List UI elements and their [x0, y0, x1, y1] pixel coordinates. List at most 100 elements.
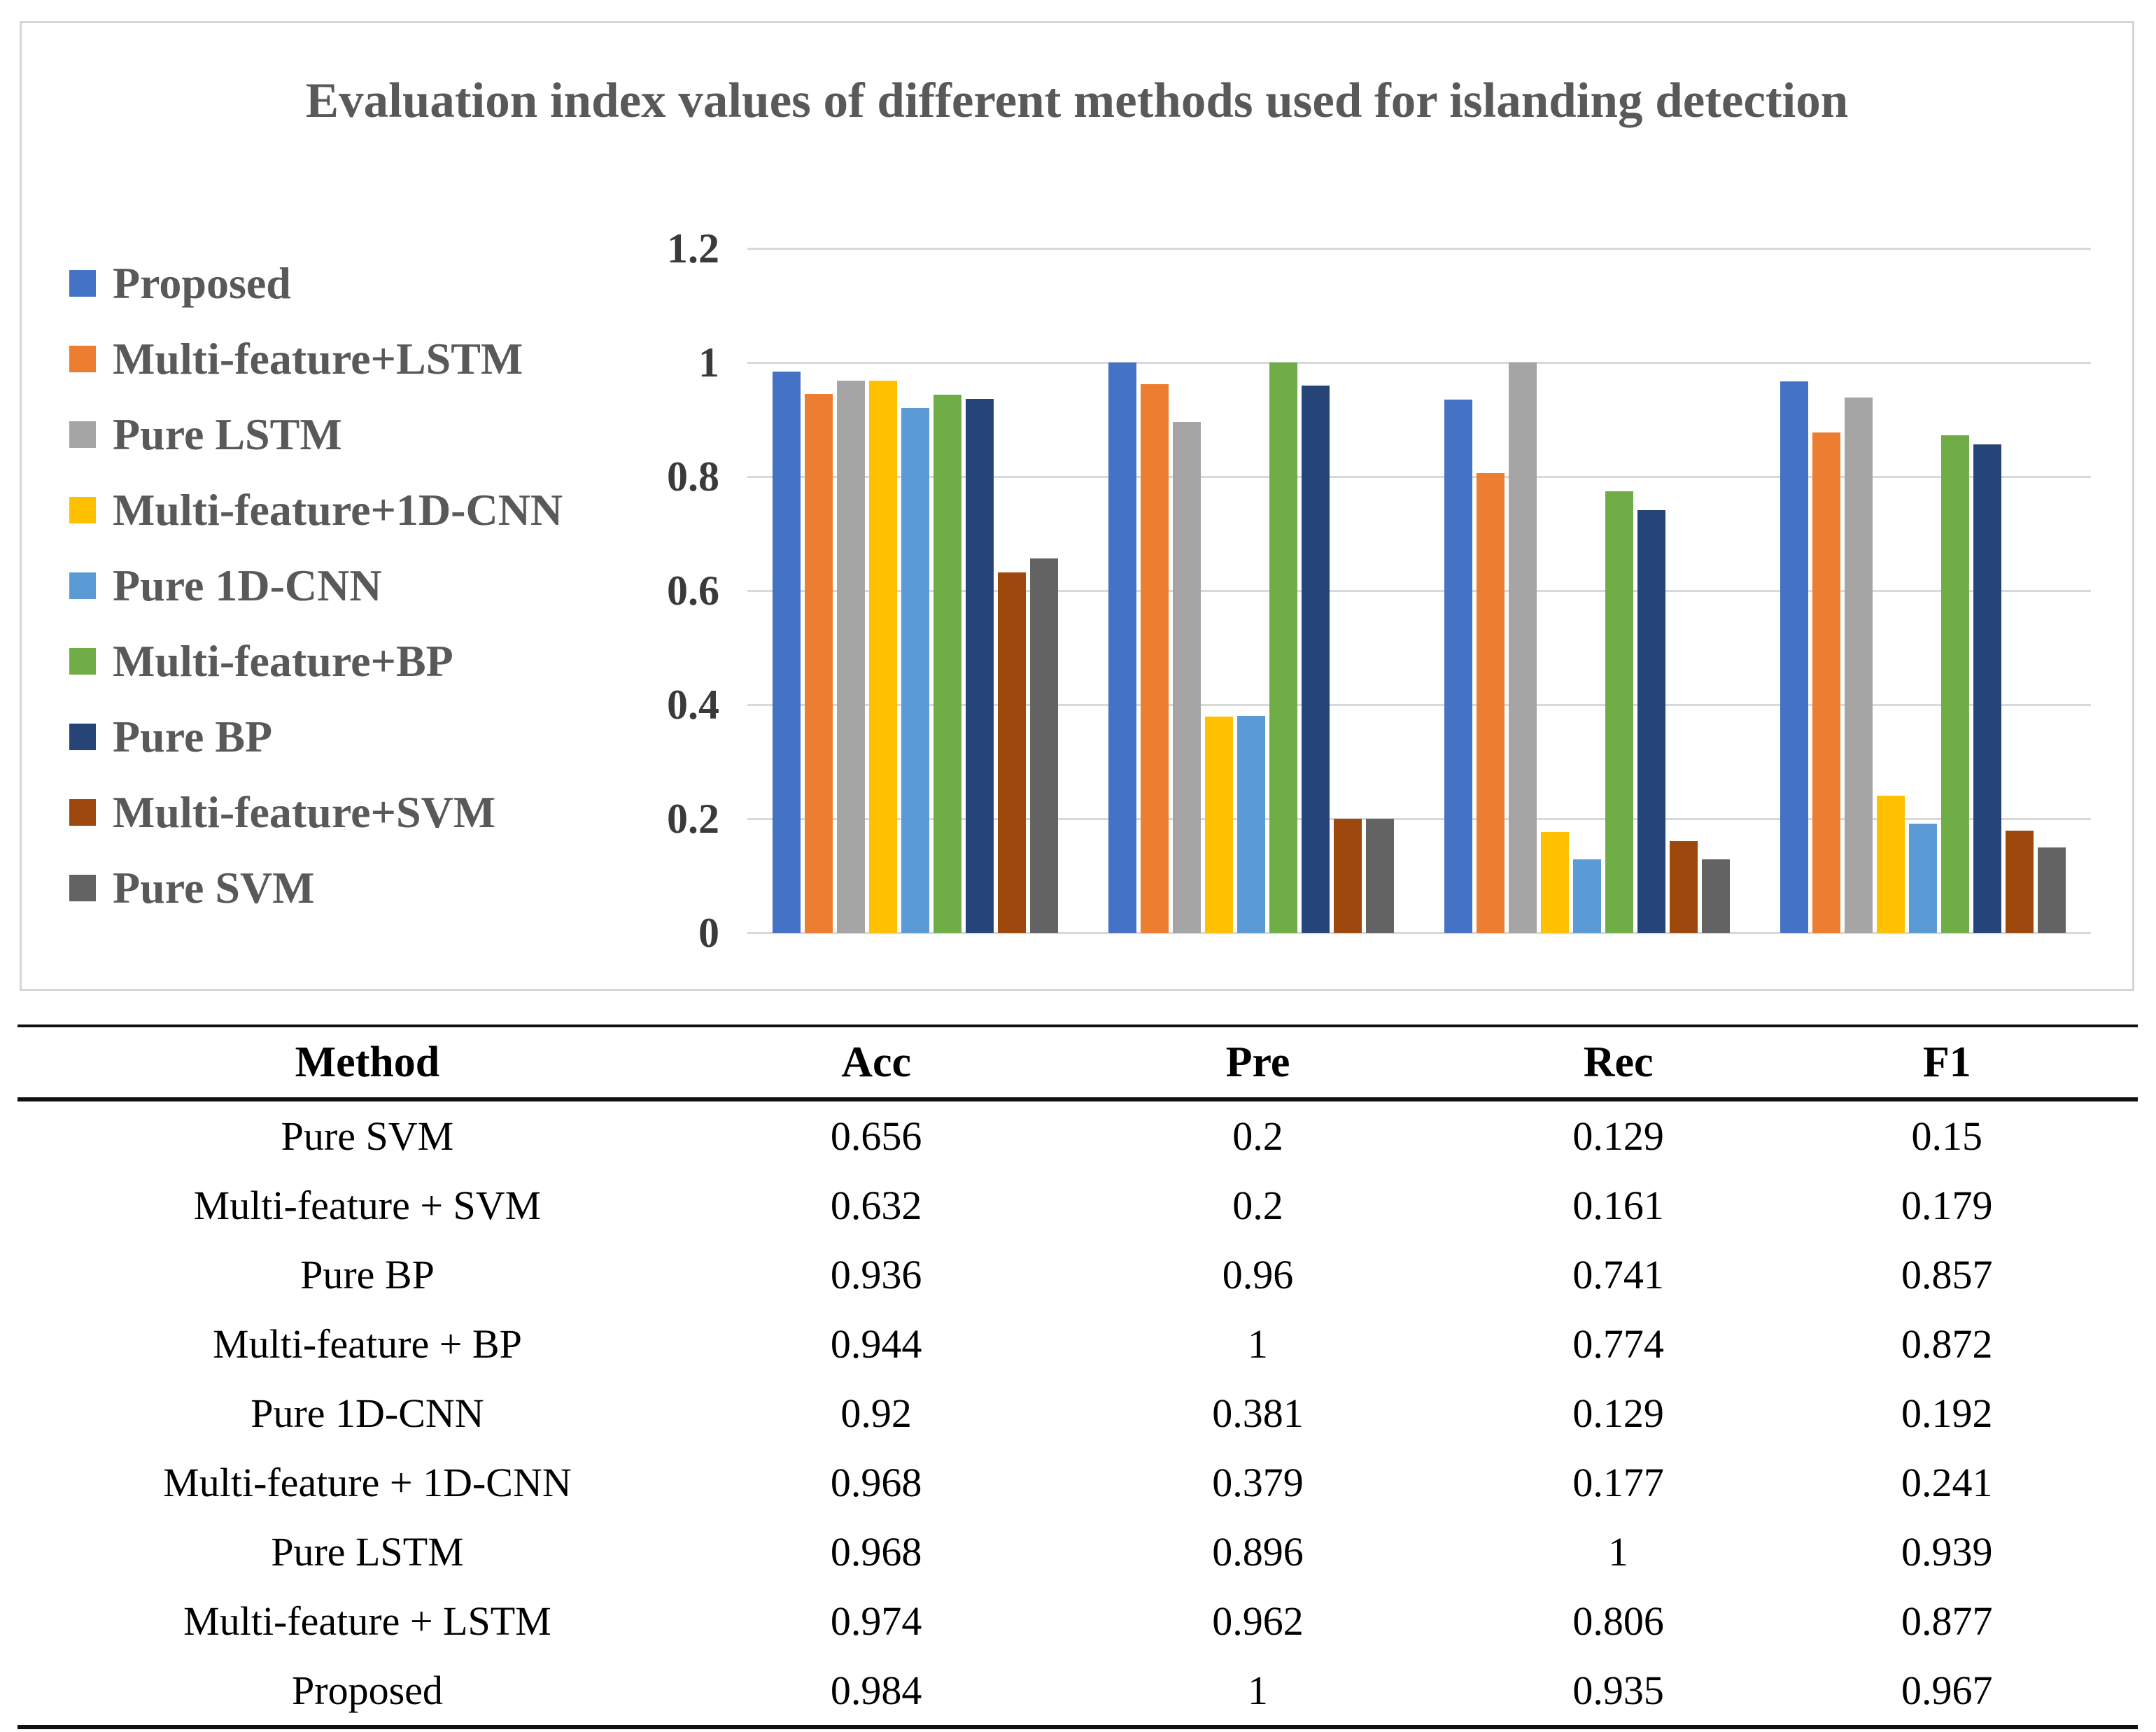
- table-cell: 0.15: [1911, 1113, 1983, 1159]
- bar: [1941, 435, 1969, 933]
- legend-swatch-icon: [69, 572, 96, 599]
- table-cell: 0.96: [1222, 1252, 1294, 1297]
- legend-label: Pure BP: [113, 712, 273, 761]
- bar: [1141, 383, 1169, 933]
- gridline: [747, 931, 2091, 934]
- gridline: [747, 589, 2091, 592]
- legend-swatch-icon: [69, 346, 96, 372]
- legend-swatch-icon: [69, 799, 96, 826]
- table-row: Pure LSTM 0.968 0.896 1 0.939: [17, 1517, 2138, 1586]
- legend-label: Multi-feature+1D-CNN: [113, 485, 563, 535]
- legend-item: Multi-feature+LSTM: [69, 321, 563, 397]
- table-cell: 0.944: [830, 1321, 922, 1367]
- bar: [1302, 385, 1330, 933]
- legend-swatch-icon: [69, 497, 96, 523]
- y-tick-label: 1.2: [667, 225, 719, 272]
- table-row: Proposed 0.984 1 0.935 0.967: [17, 1656, 2138, 1727]
- gridline: [747, 247, 2091, 250]
- bar: [1509, 362, 1537, 933]
- gridline: [747, 361, 2091, 364]
- bar: [2038, 847, 2066, 933]
- table-cell: 0.741: [1572, 1252, 1664, 1297]
- table-cell: 1: [1248, 1321, 1269, 1367]
- bar: [1780, 381, 1808, 933]
- gridline: [747, 703, 2091, 706]
- legend-label: Pure 1D-CNN: [113, 561, 382, 610]
- table-row: Pure SVM 0.656 0.2 0.129 0.15: [17, 1099, 2138, 1171]
- legend-label: Multi-feature+SVM: [113, 787, 496, 837]
- table-body: Pure SVM 0.656 0.2 0.129 0.15 Multi-feature +…: [17, 1099, 2138, 1727]
- bar: [1030, 558, 1058, 933]
- bar: [1334, 819, 1362, 933]
- bar: [1269, 362, 1297, 933]
- bar: [901, 408, 929, 933]
- table-cell: 0.129: [1572, 1390, 1664, 1436]
- table-cell: 1: [1608, 1529, 1629, 1575]
- y-tick-label: 0.8: [667, 453, 719, 500]
- legend-item: Multi-feature+SVM: [69, 775, 563, 850]
- gridline: [747, 817, 2091, 820]
- table-cell: Pure LSTM: [271, 1529, 464, 1575]
- bar: [1812, 432, 1840, 933]
- bar: [1108, 362, 1136, 933]
- table-cell: 0.2: [1232, 1183, 1283, 1228]
- bar: [1573, 859, 1601, 933]
- chart-panel: Evaluation index values of different met…: [20, 21, 2134, 991]
- bar-group: [1107, 248, 1395, 933]
- bar: [1205, 717, 1233, 933]
- table-cell: 0.129: [1572, 1113, 1664, 1159]
- table-header-cell: Acc: [717, 1026, 1036, 1101]
- legend-swatch-icon: [69, 875, 96, 901]
- table-cell: 0.968: [830, 1460, 922, 1505]
- legend-item: Multi-feature+BP: [69, 624, 563, 699]
- bar: [1845, 397, 1873, 933]
- bar: [1173, 421, 1201, 933]
- table-cell: 0.381: [1212, 1390, 1304, 1436]
- bar: [1670, 840, 1698, 933]
- y-tick-label: 1: [698, 339, 719, 386]
- bar: [2006, 831, 2034, 933]
- table-cell: 0.179: [1901, 1183, 1993, 1228]
- table-cell: 0.962: [1212, 1598, 1304, 1644]
- bar: [1637, 510, 1665, 933]
- table-cell: Pure BP: [300, 1252, 435, 1297]
- legend-label: Multi-feature+LSTM: [113, 334, 523, 383]
- legend-swatch-icon: [69, 270, 96, 297]
- bar: [837, 381, 865, 933]
- table-cell: 0.967: [1901, 1668, 1993, 1713]
- bar: [1237, 715, 1265, 933]
- legend-item: Pure LSTM: [69, 397, 563, 472]
- table-cell: 1: [1248, 1668, 1269, 1713]
- table-cell: 0.161: [1572, 1183, 1664, 1228]
- y-tick-label: 0.4: [667, 682, 719, 728]
- legend-label: Pure LSTM: [113, 409, 342, 459]
- table-cell: 0.872: [1901, 1321, 1993, 1367]
- y-tick-label: 0.6: [667, 568, 719, 614]
- table-cell: 0.896: [1212, 1529, 1304, 1575]
- table-cell: Multi-feature + LSTM: [183, 1598, 551, 1644]
- table-header-cell: F1: [1756, 1026, 2138, 1101]
- table-row: Multi-feature + SVM 0.632 0.2 0.161 0.179: [17, 1171, 2138, 1240]
- legend-label: Pure SVM: [113, 863, 315, 913]
- gridline: [747, 475, 2091, 478]
- legend-item: Pure SVM: [69, 850, 563, 926]
- table-header-cell: Pre: [1035, 1026, 1481, 1101]
- table-cell: 0.935: [1572, 1668, 1664, 1713]
- bar: [1909, 823, 1937, 933]
- legend-label: Multi-feature+BP: [113, 636, 453, 686]
- legend-swatch-icon: [69, 421, 96, 448]
- table-cell: 0.877: [1901, 1598, 1993, 1644]
- bar: [1973, 444, 2001, 933]
- table-cell: Multi-feature + 1D-CNN: [163, 1460, 572, 1505]
- chart-title: Evaluation index values of different met…: [305, 73, 1849, 128]
- table-cell: Multi-feature + SVM: [193, 1183, 542, 1228]
- legend-swatch-icon: [69, 724, 96, 750]
- bar-group: [1443, 248, 1731, 933]
- table-head: Method Acc Pre Rec F1: [17, 1026, 2138, 1101]
- bar: [773, 372, 801, 933]
- table-row: Multi-feature + LSTM 0.974 0.962 0.806 0.877: [17, 1586, 2138, 1656]
- table-cell: 0.857: [1901, 1252, 1993, 1297]
- bar: [1477, 473, 1505, 933]
- legend-item: Proposed: [69, 246, 563, 321]
- table-header-row: Method Acc Pre Rec F1: [17, 1026, 2138, 1101]
